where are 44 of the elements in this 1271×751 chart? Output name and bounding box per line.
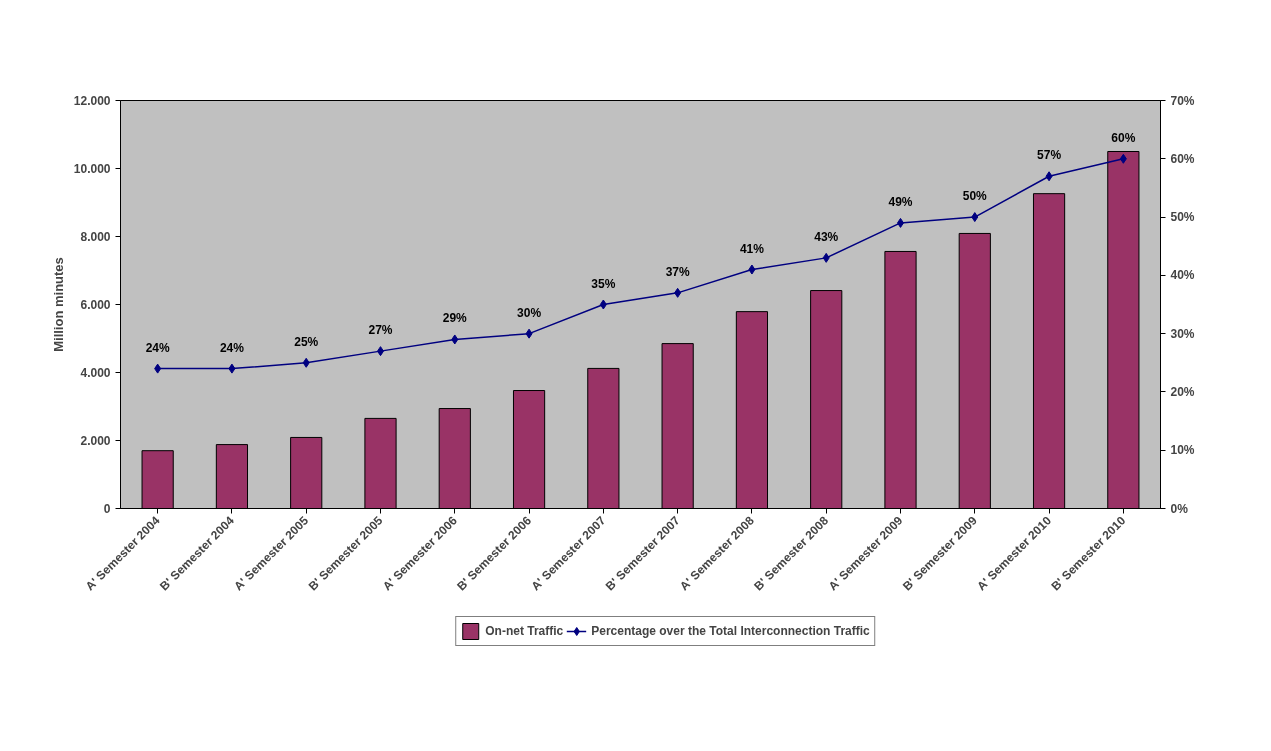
y2-tick-label: 60% xyxy=(1170,151,1195,166)
y-tick-label: 0 xyxy=(103,502,111,516)
point xyxy=(154,363,162,374)
legend-label: On-net Traffic xyxy=(485,624,564,638)
data-label: 60% xyxy=(1111,130,1136,145)
y2-tick-label: 10% xyxy=(1170,443,1195,458)
point xyxy=(228,363,236,374)
y2-tick-label: 40% xyxy=(1170,268,1195,283)
data-label: 27% xyxy=(368,323,393,338)
data-label: 24% xyxy=(145,340,170,355)
point xyxy=(748,264,756,275)
y-tick-label: 4.000 xyxy=(80,366,111,380)
data-label: 41% xyxy=(739,241,765,256)
point xyxy=(302,357,310,368)
point xyxy=(1119,153,1127,164)
data-label: 57% xyxy=(1037,148,1062,163)
y-tick-label: 2.000 xyxy=(80,434,111,448)
y2-tick-label: 0% xyxy=(1170,501,1189,516)
point xyxy=(674,287,682,298)
data-label: 37% xyxy=(665,264,690,279)
point xyxy=(451,334,459,345)
data-label: 43% xyxy=(814,229,839,244)
y-tick-label: 12.000 xyxy=(73,94,111,108)
y2-tick-label: 30% xyxy=(1170,326,1195,341)
y2-tick-label: 70% xyxy=(1170,93,1195,108)
data-label: 50% xyxy=(962,189,988,204)
data-label: 29% xyxy=(442,311,468,326)
data-label: 24% xyxy=(219,340,245,355)
legend-label: Percentage over the Total Interconnection Traffic xyxy=(591,624,870,638)
y2-tick-label: 20% xyxy=(1170,384,1195,399)
data-label: 30% xyxy=(517,305,542,320)
y-tick-label: 6.000 xyxy=(80,298,111,312)
point xyxy=(525,328,533,339)
point xyxy=(599,299,607,310)
data-label: 25% xyxy=(294,334,319,349)
y2-tick-label: 50% xyxy=(1170,210,1195,225)
data-label: 35% xyxy=(591,276,616,291)
point xyxy=(1045,171,1053,182)
y-tick-label: 8.000 xyxy=(80,230,111,244)
data-label: 49% xyxy=(888,194,913,209)
point xyxy=(971,212,979,223)
y-tick-label: 10.000 xyxy=(73,162,111,176)
point xyxy=(822,252,830,263)
y-axis-title: Million minutes xyxy=(50,257,66,352)
